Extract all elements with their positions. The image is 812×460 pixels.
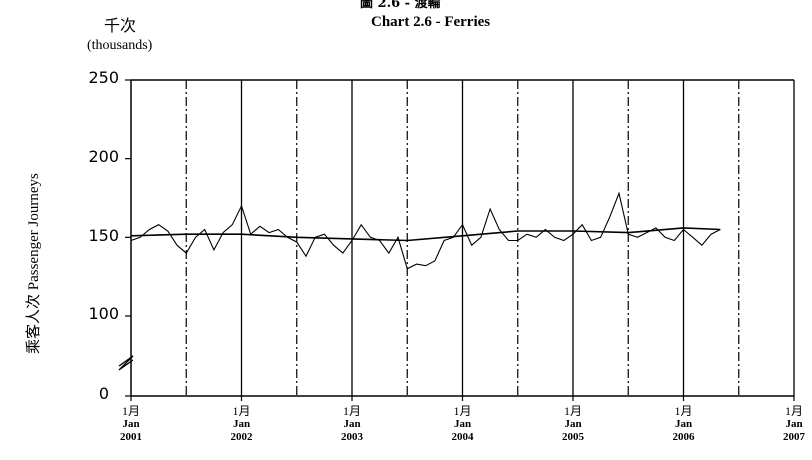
x-tick-label: 1月 Jan 2007 [783, 404, 805, 444]
trend-line [130, 227, 721, 242]
x-tick-label: 1月 Jan 2003 [341, 404, 363, 444]
y-tick-label: 100 [88, 304, 119, 323]
x-tick-label: 1月 Jan 2006 [672, 404, 695, 444]
x-tick-label: 1月 Jan 2005 [562, 404, 584, 444]
y-tick-label: 250 [88, 68, 119, 87]
y-tick-label: 200 [88, 147, 119, 166]
monthly-line [130, 191, 721, 270]
chart-title: Chart 2.6 - Ferries [371, 14, 491, 30]
y-tick-label: 150 [88, 226, 119, 245]
y-tick-label: 0 [98, 384, 109, 403]
chart-title-zh: 圖 2.6 - 渡輪 [360, 0, 441, 11]
x-tick-label: 1月 Jan 2001 [120, 404, 142, 444]
x-tick-label: 1月 Jan 2004 [451, 404, 474, 444]
axis-break-marker [118, 355, 134, 371]
unit-label-zh: 千次 [104, 16, 137, 35]
unit-label-en: (thousands) [87, 38, 153, 53]
x-tick-label: 1月 Jan 2002 [230, 404, 253, 444]
